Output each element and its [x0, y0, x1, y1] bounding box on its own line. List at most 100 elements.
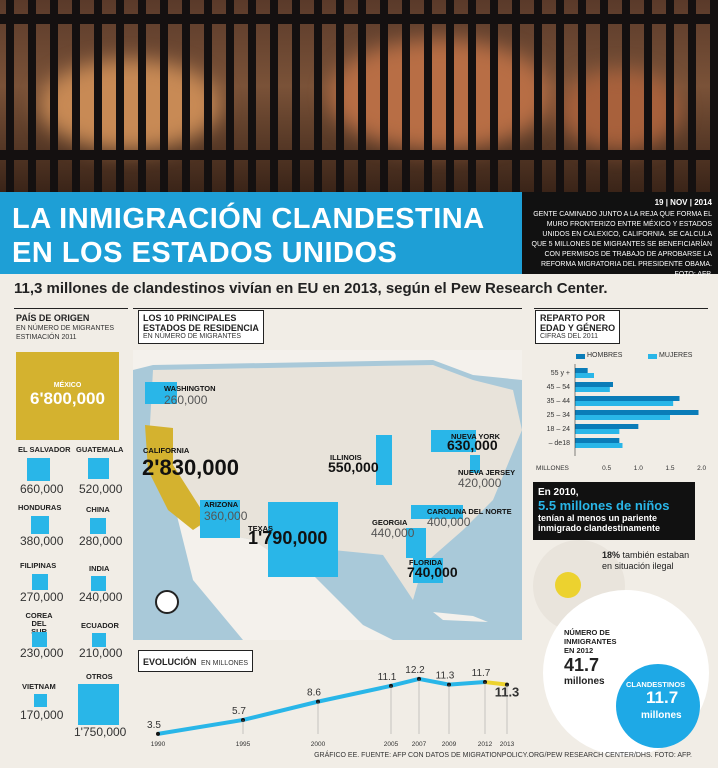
age-category: 35 – 44 — [547, 398, 570, 405]
evolution-title: EVOLUCIÓN — [143, 657, 197, 667]
children-pct-text-2: en situación ilegal — [602, 561, 674, 571]
fence-bar — [578, 0, 586, 192]
evolution-unit: EN MILLONES — [200, 660, 249, 667]
children-pct-circle — [555, 572, 581, 598]
country-square — [32, 574, 48, 590]
evolution-data-label: 11.3 — [436, 671, 455, 682]
state-georgia — [406, 528, 426, 558]
age-bar-men — [575, 368, 588, 373]
mexico-value: 6'800,000 — [30, 389, 105, 408]
country-value: 170,000 — [20, 708, 64, 722]
state-name: CALIFORNIA — [143, 446, 190, 455]
fence-bar — [6, 0, 14, 192]
mexico-label: MÉXICO — [53, 382, 82, 389]
age-bar-men — [575, 424, 639, 429]
footer-credit: GRÁFICO EE. FUENTE: AFP CON DATOS DE MIG… — [314, 752, 692, 759]
totals-label-1: NÚMERO DE — [564, 628, 610, 637]
title-line-1: LA INMIGRACIÓN CLANDESTINA — [12, 203, 485, 235]
clandestine-label: CLANDESTINOS — [626, 680, 686, 689]
country-value: 270,000 — [20, 590, 64, 604]
country-square — [78, 684, 119, 725]
evolution-data-label: 3.5 — [147, 720, 161, 731]
age-bar-men — [575, 410, 699, 415]
state-value: 630,000 — [447, 437, 498, 453]
age-tick: 1.5 — [665, 465, 674, 472]
age-tick: 1.0 — [634, 465, 643, 472]
fence-bar — [666, 0, 674, 192]
state-new-york — [431, 430, 476, 452]
children-line-1: En 2010, — [538, 487, 579, 498]
country-name: VIETNAM — [22, 682, 56, 691]
country-name: HONDURAS — [18, 503, 62, 512]
states-subtitle: EN NÚMERO DE MIGRANTES — [143, 333, 242, 340]
divider — [133, 308, 522, 309]
evolution-line — [157, 676, 486, 736]
fence-bar — [72, 0, 80, 192]
children-line-3: tenían al menos un pariente — [538, 513, 658, 523]
age-chart: 55 y + 45 – 54 35 – 44 25 – 34 18 – 24 – de18… — [536, 364, 707, 472]
fence-bar — [490, 0, 498, 192]
children-pct-text: 18% también estaban — [602, 550, 689, 560]
age-bar-women — [575, 429, 620, 434]
fence-bar — [270, 0, 278, 192]
evolution-data-label: 8.6 — [307, 688, 321, 699]
state-name: ARIZONA — [204, 500, 239, 509]
origin-subtitle-1: EN NÚMERO DE MIGRANTES — [16, 325, 115, 332]
fence-bar — [688, 0, 696, 192]
state-value: 2'830,000 — [142, 455, 239, 480]
mexico-block: MÉXICO 6'800,000 — [16, 352, 119, 440]
country-square — [32, 632, 47, 647]
subtitle: 11,3 millones de clandestinos vivían en … — [14, 280, 608, 297]
age-category: – de18 — [549, 440, 571, 447]
fence-bar — [622, 0, 630, 192]
age-title-2: EDAD Y GÉNERO — [540, 323, 616, 333]
age-title-1: REPARTO POR — [540, 313, 606, 323]
origin-title: PAÍS DE ORIGEN — [16, 313, 90, 323]
states-title-1: LOS 10 PRINCIPALES — [143, 313, 237, 323]
fence-bar — [28, 0, 36, 192]
evolution-year: 2007 — [412, 741, 427, 748]
age-category: 55 y + — [551, 370, 570, 377]
state-name: NUEVA YORK — [451, 432, 501, 441]
fence-bar — [424, 0, 432, 192]
country-name: COREA DEL SUR — [25, 611, 53, 636]
fence-bar — [402, 0, 410, 192]
state-florida — [413, 558, 443, 583]
fence-bar — [534, 0, 542, 192]
fence-bar — [512, 0, 520, 192]
evolution-title-box: EVOLUCIÓN EN MILLONES — [138, 650, 254, 672]
compass-icon — [155, 590, 179, 614]
state-value: 260,000 — [164, 393, 208, 407]
country-name: OTROS — [86, 672, 113, 681]
title-line-2: EN LOS ESTADOS UNIDOS — [12, 237, 398, 269]
children-line-4: inmigrado clandestinamente — [538, 523, 661, 533]
divider — [534, 308, 708, 309]
evolution-data-label: 12.2 — [405, 665, 425, 676]
state-north-carolina — [411, 505, 463, 519]
state-value: 1'790,000 — [248, 528, 328, 548]
age-bar-men — [575, 382, 613, 387]
state-value: 360,000 — [204, 509, 248, 523]
state-value: 440,000 — [371, 526, 415, 540]
age-axis-label: MILLONES — [536, 465, 570, 472]
children-pct-text-1: también estaban — [622, 550, 690, 560]
age-bar-women — [575, 401, 674, 406]
states-title-box: LOS 10 PRINCIPALES ESTADOS DE RESIDENCIA… — [138, 310, 264, 344]
evolution-data-label: 11.3 — [495, 685, 520, 700]
photo-caption-box: 19 | NOV | 2014 GENTE CAMINADO JUNTO A L… — [522, 192, 718, 278]
header-photo — [0, 0, 718, 192]
state-arizona — [200, 500, 240, 538]
fence-bar — [644, 0, 652, 192]
fence-bar — [204, 0, 212, 192]
age-bar-women — [575, 373, 594, 378]
age-bar-men — [575, 396, 680, 401]
state-value: 420,000 — [458, 476, 502, 490]
country-square — [90, 518, 106, 534]
fence-bar — [710, 0, 718, 192]
evolution-point — [417, 676, 421, 681]
country-value: 1'750,000 — [74, 725, 127, 739]
totals-label-2: INMIGRANTES — [564, 637, 617, 646]
evolution-data-label: 11.7 — [472, 668, 491, 679]
evolution-year: 2012 — [478, 741, 493, 748]
legend-swatch-women — [648, 354, 657, 359]
